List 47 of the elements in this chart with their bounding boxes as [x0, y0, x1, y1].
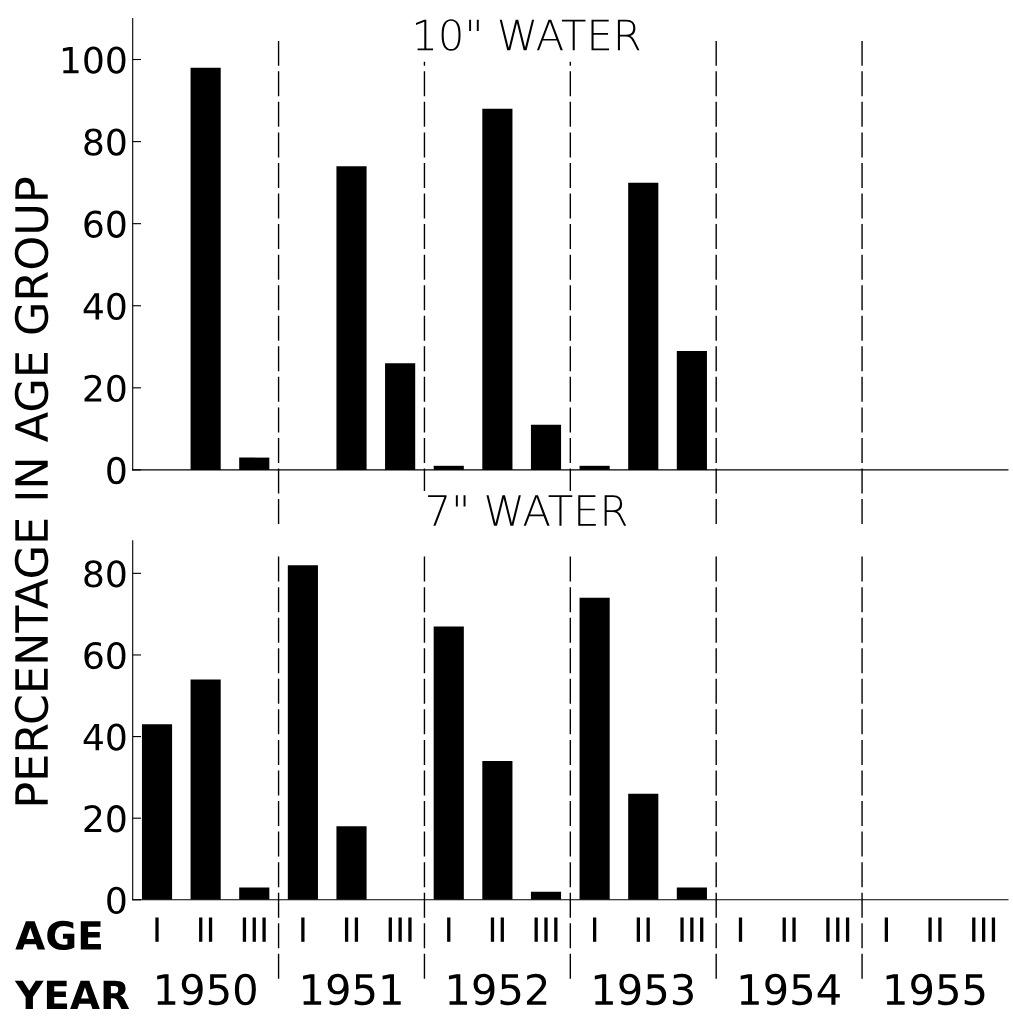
- x-tick-label: II: [199, 917, 213, 942]
- bar: [336, 826, 367, 900]
- text: 1951: [303, 973, 401, 1006]
- y-tick-label: 100: [62, 46, 126, 74]
- y-tick-label: 40: [83, 723, 126, 751]
- text: 1954: [740, 973, 840, 1006]
- x-tick-label: II: [928, 917, 942, 942]
- y-tick-label: 60: [84, 210, 126, 238]
- x-tick-label: III: [242, 917, 266, 942]
- x-tick-label: I: [738, 917, 743, 942]
- x-tick-label: II: [490, 917, 504, 942]
- y-tick-label: 60: [84, 641, 126, 670]
- y-tick-label: 80: [84, 560, 126, 588]
- y-tick-label: 80: [84, 128, 126, 156]
- x-tick-label: III: [680, 917, 704, 942]
- x-tick-label: II: [344, 917, 359, 942]
- x-tick-label: II: [636, 917, 650, 942]
- y-tick-label: 20: [84, 805, 126, 833]
- bar: [433, 626, 464, 900]
- text: 1953: [594, 973, 693, 1006]
- chart-title: 7" WATER: [428, 495, 627, 526]
- x-tick-label: I: [301, 917, 305, 942]
- text: 1955: [886, 973, 985, 1006]
- x-tick-label: I: [155, 917, 159, 942]
- bar: [628, 793, 659, 900]
- text: YEAR: [14, 980, 130, 1010]
- bar: [287, 565, 318, 900]
- y-tick-label: 0: [107, 456, 126, 485]
- chart-title: 10" WATER: [415, 19, 640, 51]
- bar: [579, 597, 610, 900]
- text: 1950: [157, 973, 256, 1006]
- x-tick-label: III: [826, 917, 850, 942]
- x-tick-label: I: [592, 917, 597, 942]
- text: 1952: [448, 973, 547, 1006]
- y-tick-label: 40: [83, 292, 126, 320]
- y-axis-title: PERCENTAGE IN AGE GROUP: [14, 177, 49, 805]
- text: AGE: [15, 920, 101, 951]
- x-tick-label: I: [884, 917, 889, 942]
- y-tick-label: 20: [84, 374, 126, 403]
- x-tick-label: III: [388, 917, 412, 942]
- bar: [482, 761, 513, 900]
- y-tick-label: 0: [107, 886, 126, 915]
- x-tick-label: III: [972, 917, 996, 942]
- x-tick-label: I: [447, 917, 451, 942]
- x-tick-label: III: [534, 917, 558, 942]
- x-tick-label: II: [782, 917, 796, 942]
- bar: [190, 679, 221, 900]
